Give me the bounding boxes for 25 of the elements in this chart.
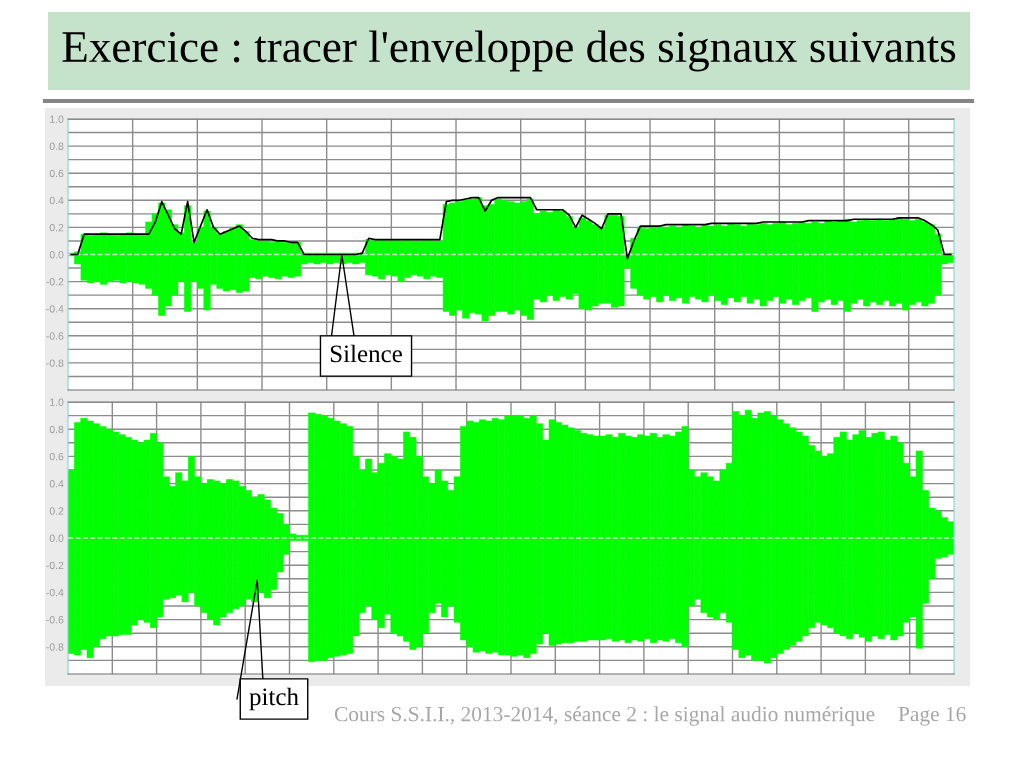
y-tick-label: -0.6: [46, 616, 64, 624]
y-tick-label: -0.8: [46, 643, 64, 651]
y-tick-label: -0.2: [46, 561, 64, 570]
y-tick-label: 0.0: [49, 534, 64, 542]
y-tick-label: 1.0: [50, 398, 64, 406]
y-tick-label: -0.8: [46, 359, 64, 367]
y-tick-label: 0.2: [49, 507, 64, 515]
y-tick-label: 0.2: [49, 223, 64, 232]
text: pitch: [249, 687, 299, 711]
y-tick-label: 0.8: [49, 425, 64, 434]
y-tick-label: -0.2: [46, 278, 64, 286]
annotation: Silence: [330, 344, 402, 363]
y-tick-label: 0.6: [49, 169, 64, 178]
y-tick-label: -0.4: [46, 588, 64, 597]
chart-title: Exercice : tracer l'enveloppe des signaux suivants: [62, 30, 956, 72]
y-tick-label: -0.6: [46, 332, 64, 340]
text: Page 16: [898, 706, 966, 726]
y-tick-label: -0.4: [46, 305, 64, 313]
y-tick-label: 1.0: [50, 115, 64, 123]
y-tick-label: 0.0: [49, 251, 64, 259]
text: Cours S.S.I.I., 2013-2014, séance 2 : le signal audio numérique: [334, 706, 875, 726]
y-tick-label: 0.4: [49, 196, 64, 205]
y-tick-label: 0.8: [49, 142, 64, 150]
y-tick-label: 0.6: [49, 452, 64, 461]
y-tick-label: 0.4: [49, 480, 64, 488]
